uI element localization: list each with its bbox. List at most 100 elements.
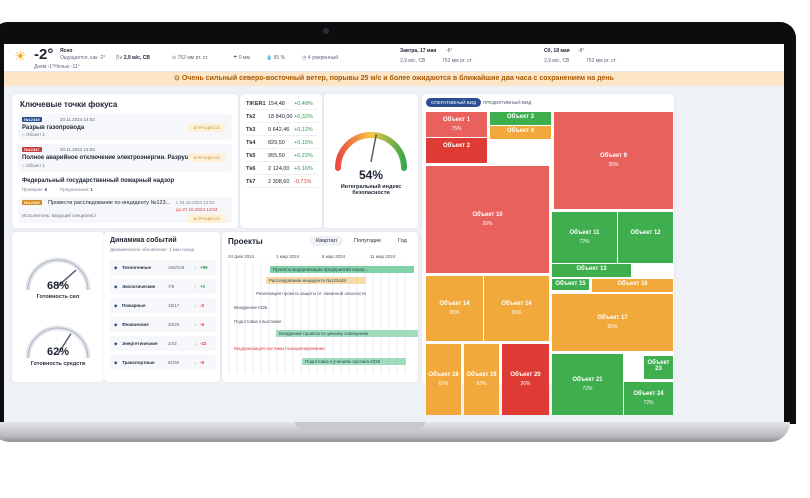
event-row[interactable]: ◆ Физические 30/25 ↓ -5	[110, 317, 216, 332]
treemap-cell[interactable]: Объект 18 62%	[426, 344, 461, 415]
treemap-cell[interactable]: Объект 1 75%	[426, 112, 487, 137]
tomorrow-pressure: 752 мм рт. ст.	[442, 58, 473, 64]
ticker-name: Tk7	[246, 179, 256, 185]
event-count: 24/2	[168, 341, 177, 346]
event-delta: -22	[200, 341, 207, 346]
treemap-cell[interactable]: Объект 23	[644, 356, 673, 379]
treemap-cell[interactable]: Объект 13	[552, 264, 631, 277]
event-delta: +2	[200, 284, 206, 289]
ticker-value: 2 308,60	[268, 179, 290, 185]
ticker-row[interactable]: Tk6 2 124,00 +0,16%	[246, 163, 318, 175]
ticker-row[interactable]: Tk7 2 308,60 -0,71%	[246, 176, 318, 188]
focus-item-object: ⌂ Объект 1	[22, 163, 46, 168]
tab-half-year[interactable]: Полугодие	[348, 236, 388, 246]
ticker-name: Tk6	[246, 166, 256, 172]
event-name: Энергетические	[122, 341, 158, 346]
gantt-bar[interactable]: Внедрение проекта по умному освещению	[276, 330, 418, 337]
tab-operational[interactable]: ОПЕРАТИВНЫЙ ВИД	[426, 98, 482, 107]
day3-pressure: 752 мм рт. ст.	[586, 58, 617, 64]
treemap-cell[interactable]: Объект 11 72%	[552, 212, 617, 263]
treemap-cell[interactable]: Объект 16	[592, 279, 673, 292]
gantt-date: 24 фев 2024	[228, 254, 255, 259]
treemap-cell-name: Объект 13	[576, 266, 607, 272]
ticker-name: TIKER1	[246, 101, 266, 107]
treemap-cell[interactable]: Объект 14 65%	[426, 276, 483, 341]
treemap-cell[interactable]: Объект 2	[426, 138, 487, 163]
weather-feels: Ощущается, как -2°	[60, 55, 106, 61]
precip-value: ☂ 0 мм	[233, 55, 250, 61]
gantt-bar[interactable]: Подготовка к учениям Арктика-2025	[302, 358, 406, 365]
tab-predictive[interactable]: ПРЕДИКТИВНЫЙ ВИД	[483, 100, 532, 105]
treemap-cell-name: Объект 10	[472, 212, 503, 218]
event-count: 150/249	[168, 265, 185, 270]
ticker-change: +0,32%	[294, 114, 313, 120]
treemap-cell[interactable]: Объект 17 65%	[552, 294, 673, 351]
weather-bar: ☀ -2° Ясно Ощущается, как -2° Днем -1°Но…	[4, 44, 784, 72]
ticker-name: Tk5	[246, 153, 256, 159]
treemap-cell-name: Объект 14	[501, 301, 532, 307]
treemap-cell-name: Объект 20	[510, 372, 541, 378]
gauge-needle	[57, 269, 77, 287]
event-count: 30/25	[168, 322, 180, 327]
day3-temp: -8°	[578, 48, 585, 54]
event-row[interactable]: ◆ Транспортные 61/55 ↓ -6	[110, 355, 216, 370]
gantt-bar[interactable]: Внедрение КОБ	[234, 305, 268, 310]
event-name: Транспортные	[122, 360, 155, 365]
ticker-row[interactable]: Tk4 829,50 +0,15%	[246, 137, 318, 149]
treemap-cell-name: Объект 3	[507, 114, 534, 120]
event-row[interactable]: ◆ Пожарные 19/17 ↓ -2	[110, 298, 216, 313]
focus-item[interactable]: №12347 20.11.2024 14:53 Полное аварийное…	[18, 144, 232, 172]
event-row[interactable]: ◆ Экологические 7/9 ↑ +2	[110, 279, 216, 294]
event-row[interactable]: ◆ Техногенные 150/249 ↑ +99	[110, 260, 216, 275]
treemap-cell[interactable]: Объект 10 26%	[426, 166, 549, 273]
event-icon: ◆	[114, 284, 118, 289]
event-arrow-icon: ↓	[194, 322, 197, 327]
focus-item-id: №12345	[22, 117, 42, 122]
ticker-row[interactable]: TIKER1 154,48 +0,48%	[246, 98, 318, 110]
ticker-row[interactable]: Tk2 18 840,00 +0,32%	[246, 111, 318, 123]
current-temperature: -2°	[34, 46, 54, 63]
treemap-cell[interactable]: Объект 3	[490, 112, 551, 125]
funds-label: Готовность средств	[30, 361, 86, 367]
treemap-cell-percent: 65%	[449, 310, 460, 316]
forces-value: 68%	[46, 280, 70, 292]
ticker-value: 154,48	[268, 101, 285, 107]
gantt-bar[interactable]: Модернизация системы позиционирования	[234, 346, 325, 351]
ticker-row[interactable]: Tk5 955,50 +0,22%	[246, 150, 318, 162]
event-icon: ◆	[114, 341, 118, 346]
safety-value: 54%	[358, 168, 384, 182]
event-arrow-icon: ↓	[194, 360, 197, 365]
humidity-value: 💧 65 %	[266, 55, 286, 61]
event-row[interactable]: ◆ Энергетические 24/2 ↓ -22	[110, 336, 216, 351]
readiness-card: 68% Готовность сил 62% Готовность средст…	[12, 232, 104, 382]
treemap-cell[interactable]: Объект 15	[552, 279, 589, 290]
treemap-cell[interactable]: Объект 4	[490, 126, 551, 139]
event-count: 61/55	[168, 360, 180, 365]
treemap-cell[interactable]: Объект 9 35%	[554, 112, 673, 209]
focus-title: Ключевые точки фокуса	[20, 100, 118, 109]
focus-item[interactable]: №12345 20.11.2024 14:53 Разрыв газопрово…	[18, 114, 232, 140]
treemap-cell-percent: 26%	[520, 381, 531, 387]
treemap-cell-percent: 62%	[476, 381, 487, 387]
treemap-cell-percent: 65%	[607, 324, 618, 330]
treemap-cell[interactable]: Объект 19 62%	[464, 344, 499, 415]
gantt-bar[interactable]: Подготовка к выставке	[234, 319, 282, 324]
focus-points-card: Ключевые точки фокуса №12345 20.11.2024 …	[12, 94, 238, 228]
ticker-row[interactable]: Tk3 9 642,46 +0,12%	[246, 124, 318, 136]
treemap-cell[interactable]: Объект 21 72%	[552, 354, 623, 415]
treemap-cell[interactable]: Объект 12	[618, 212, 673, 263]
tab-year[interactable]: Год	[392, 236, 413, 246]
event-count: 19/17	[168, 303, 180, 308]
gantt-bar[interactable]: Проекты модернизации предприятий перер..…	[270, 266, 414, 273]
gantt-bar[interactable]: Реализация проекта защиты от лавинной оп…	[256, 291, 366, 296]
treemap-cell[interactable]: Объект 20 26%	[502, 344, 549, 415]
treemap-cell[interactable]: Объект 24 72%	[624, 382, 673, 415]
treemap-cell[interactable]: Объект 14 65%	[484, 276, 549, 341]
pressure-value: ⊙ 752 мм рт. ст.	[172, 55, 209, 61]
task-item[interactable]: №12345 Провести расследование по инциден…	[18, 197, 232, 223]
ticker-name: Tk4	[246, 140, 256, 146]
gantt-bar[interactable]: Расследование инцидента №123445	[266, 277, 366, 284]
treemap-cell-name: Объект 24	[633, 391, 664, 397]
tab-quarter[interactable]: Квартал	[310, 236, 343, 246]
